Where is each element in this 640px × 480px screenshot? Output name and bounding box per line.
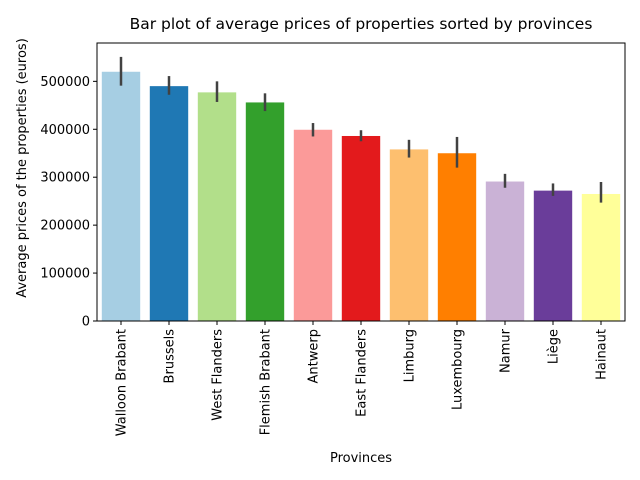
x-tick-label: Flemish Brabant [259, 329, 274, 435]
x-axis-label: Provinces [330, 451, 392, 466]
bar [341, 135, 381, 321]
x-axis: Walloon Brabant Brussels West Flanders Flem… [115, 321, 610, 436]
bar [293, 129, 333, 321]
x-tick-label: West Flanders [211, 329, 226, 421]
bar [533, 190, 573, 321]
bar [389, 149, 429, 321]
bar [149, 86, 189, 321]
x-tick-label: Namur [499, 328, 514, 373]
bar [245, 102, 285, 322]
bar [437, 153, 477, 321]
y-axis-label: Average prices of the properties (euros) [15, 38, 30, 298]
bar-group [101, 71, 621, 322]
y-tick-label: 100000 [40, 267, 90, 282]
x-tick-label: Hainaut [595, 329, 610, 380]
y-tick-label: 200000 [40, 219, 90, 234]
error-bar-group [119, 56, 603, 203]
y-tick-label: 400000 [40, 123, 90, 138]
x-tick-label: Antwerp [307, 329, 322, 383]
x-tick-label: Liège [547, 329, 562, 364]
chart-title: Bar plot of average prices of properties… [130, 15, 593, 33]
bar [485, 181, 525, 321]
bar [197, 92, 237, 322]
y-tick-label: 300000 [40, 171, 90, 186]
y-tick-label: 500000 [40, 75, 90, 90]
x-tick-label: Luxembourg [451, 329, 466, 410]
x-tick-label: East Flanders [355, 329, 370, 417]
bar [581, 193, 621, 321]
x-tick-label: Limburg [403, 329, 418, 382]
x-tick-label: Walloon Brabant [115, 329, 130, 436]
x-tick-label: Brussels [163, 329, 178, 384]
y-axis: 0 100000 200000 300000 400000 500000 [40, 75, 97, 330]
bar [101, 71, 141, 321]
plot-frame [96, 42, 626, 322]
y-tick-label: 0 [82, 315, 90, 330]
